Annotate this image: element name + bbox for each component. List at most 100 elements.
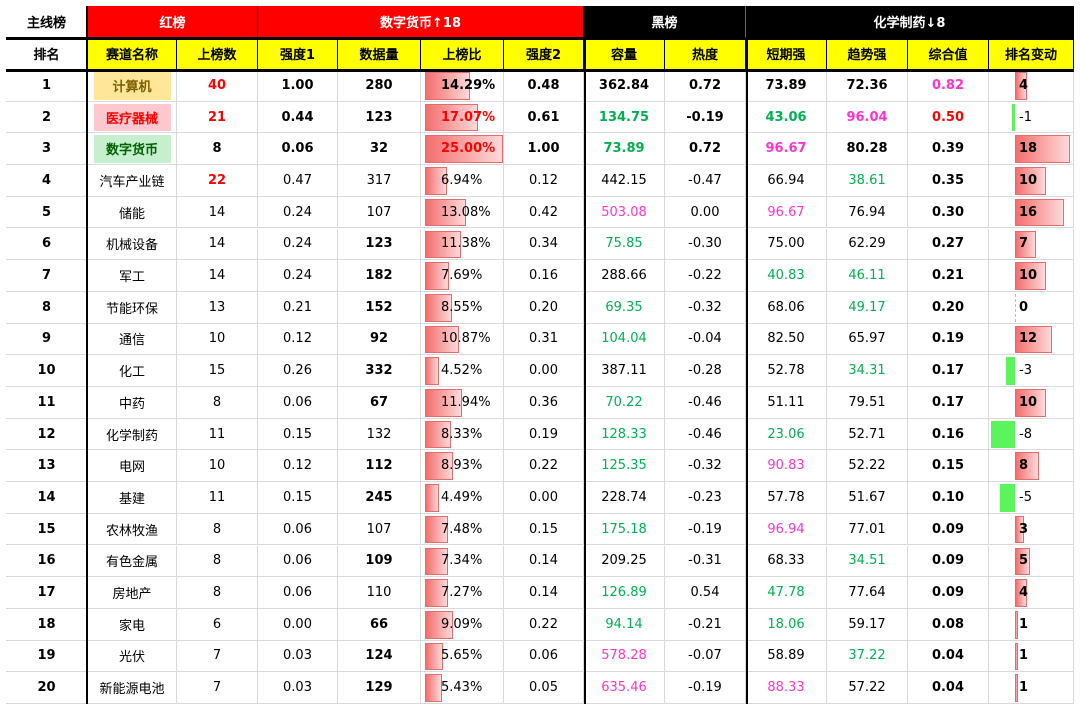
cell-strength1: 0.06 [258,133,338,166]
cell-capacity: 73.89 [584,133,665,166]
listed-count-value: 10 [208,331,226,347]
trend-strength-value: 52.71 [848,426,886,442]
strength1-value: 0.21 [283,299,312,315]
capacity-value: 69.35 [605,299,643,315]
strength2-value: 0.00 [529,489,558,505]
strength2-value: 0.22 [529,458,558,474]
cell-listed-count: 14 [177,260,258,292]
composite-value: 0.04 [931,680,965,696]
cell-strength2: 0.22 [504,450,584,483]
track-name-value: 数字货币 [105,143,158,159]
cell-composite: 0.19 [908,323,989,356]
strength2-value: 0.22 [529,616,558,632]
strength2-value: 0.42 [529,204,558,220]
rank-change-value: 18 [1019,141,1038,157]
composite-value: 0.35 [931,172,965,188]
cell-listed-count: 8 [177,387,258,419]
rank-change-value: 10 [1019,394,1038,410]
cell-track-name: 节能环保 [88,291,177,324]
cell-rank: 13 [6,450,88,483]
capacity-value: 75.85 [605,236,643,252]
cell-heat: -0.23 [665,482,746,514]
cell-strength1: 0.15 [258,482,338,514]
data-volume-value: 67 [369,394,389,410]
cell-trend-strength: 34.31 [827,355,908,387]
cell-capacity: 442.15 [584,165,665,197]
cell-capacity: 70.22 [584,387,665,419]
cell-track-name: 化工 [88,355,177,387]
strength1-value: 0.03 [283,648,312,664]
cell-listed-count: 8 [177,513,258,546]
cell-rank-change: 4 [989,577,1074,609]
table-row: 15 农林牧渔 8 0.06 107 7.48% 0.15 175.18 -0.19 96.94 7… [6,513,1074,546]
heat-value: 0.72 [688,141,722,157]
cell-short-strength: 58.89 [746,640,827,673]
cell-listed-count: 8 [177,577,258,609]
track-name-value: 通信 [118,333,145,349]
cell-strength2: 0.36 [504,387,584,419]
cell-strength1: 1.00 [258,70,338,102]
listed-ratio-value: 13.08% [441,204,491,220]
cell-heat: -0.22 [665,260,746,292]
cell-strength2: 0.15 [504,513,584,546]
cell-listed-count: 10 [177,450,258,483]
listed-count-value: 11 [208,489,226,505]
capacity-value: 578.28 [601,648,647,664]
cell-short-strength: 52.78 [746,355,827,387]
cell-strength1: 0.06 [258,577,338,609]
rank-value: 6 [41,236,52,252]
cell-listed-ratio: 7.34% [421,545,504,578]
cell-capacity: 578.28 [584,640,665,673]
heat-value: -0.19 [686,109,724,125]
cell-heat: -0.32 [665,450,746,483]
cell-short-strength: 40.83 [746,260,827,292]
listed-count-value: 14 [208,204,226,220]
ratio-bar [425,420,451,449]
cell-rank-change: 10 [989,165,1074,197]
listed-count-value: 10 [208,458,226,474]
cell-rank-change: 4 [989,70,1074,102]
cell-capacity: 288.66 [584,260,665,292]
table-row: 14 基建 11 0.15 245 4.49% 0.00 228.74 -0.23 57.78 51… [6,482,1074,514]
cell-track-name: 房地产 [88,577,177,609]
table-row: 16 有色金属 8 0.06 109 7.34% 0.14 209.25 -0.31 68.33 3… [6,545,1074,578]
cell-strength1: 0.12 [258,450,338,483]
short-strength-value: 75.00 [767,236,805,252]
cell-rank: 9 [6,323,88,356]
table-row: 19 光伏 7 0.03 124 5.65% 0.06 578.28 -0.07 58.89 37.… [6,640,1074,673]
cell-strength2: 0.48 [504,70,584,102]
capacity-value: 175.18 [601,521,647,537]
cell-composite: 0.04 [908,672,989,704]
table-row: 8 节能环保 13 0.21 152 8.55% 0.20 69.35 -0.32 68.06 49… [6,291,1074,324]
cell-track-name: 中药 [88,387,177,419]
data-volume-value: 124 [365,648,393,664]
cell-listed-count: 14 [177,196,258,229]
data-volume-value: 107 [366,204,392,220]
track-name-value: 计算机 [112,79,152,95]
group-header-red: 红榜 [88,6,258,38]
cell-listed-ratio: 6.94% [421,165,504,197]
rank-change-value: -8 [1019,426,1032,442]
cell-composite: 0.09 [908,513,989,546]
short-strength-value: 96.67 [767,204,805,220]
composite-value: 0.08 [931,616,965,632]
track-name-value: 电网 [118,460,145,476]
cell-listed-ratio: 17.07% [421,101,504,134]
cell-data-volume: 107 [338,513,421,546]
composite-value: 0.82 [931,77,965,93]
ratio-bar [425,357,440,385]
data-volume-value: 109 [365,553,393,569]
table-row: 6 机械设备 14 0.24 123 11.38% 0.34 75.85 -0.30 75.00 6… [6,228,1074,261]
trend-strength-value: 52.22 [848,458,886,474]
rank-change-value: 4 [1019,585,1029,601]
cell-trend-strength: 76.94 [827,196,908,229]
heat-value: -0.19 [688,521,722,537]
rank-value: 8 [41,299,52,315]
cell-data-volume: 129 [338,672,421,704]
strength2-value: 0.19 [529,426,558,442]
listed-ratio-value: 7.34% [441,553,483,569]
data-volume-value: 182 [365,268,393,284]
data-volume-value: 280 [365,77,393,93]
rank-change-value: 7 [1019,236,1029,252]
track-name-value: 有色金属 [105,555,158,571]
